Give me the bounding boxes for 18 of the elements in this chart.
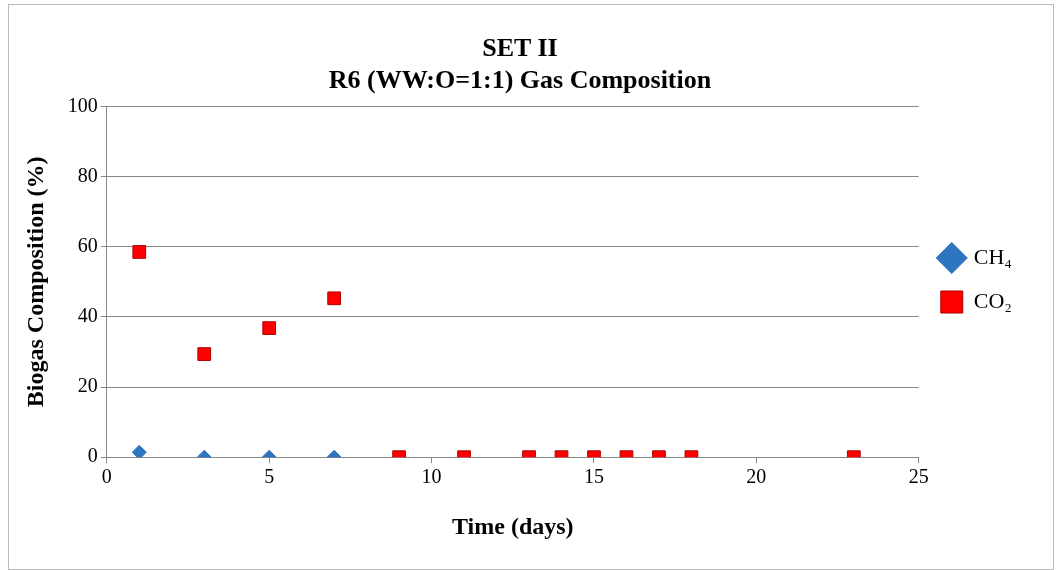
- x-tick-label: 25: [908, 465, 929, 488]
- x-tick-label: 10: [421, 465, 442, 488]
- x-tick-label: 5: [264, 465, 275, 488]
- y-tick-label: 60: [77, 233, 98, 256]
- text: R6 (WW:O=1:1) Gas Composition: [328, 64, 712, 94]
- y-tick-label: 100: [67, 93, 98, 116]
- y-axis-title: Biogas Composition (%): [21, 156, 48, 408]
- legend-label: CH₄: [973, 243, 1012, 269]
- x-tick-label: 0: [101, 465, 112, 488]
- y-tick-label: 0: [87, 444, 98, 467]
- y-tick-label: 40: [77, 304, 98, 327]
- legend-label: CO₂: [973, 287, 1012, 313]
- x-tick-label: 15: [583, 465, 604, 488]
- x-tick-label: 20: [746, 465, 767, 488]
- y-tick-label: 20: [77, 374, 98, 397]
- y-tick-label: 80: [77, 163, 98, 186]
- x-axis-title: Time (days): [452, 512, 574, 539]
- text: SET II: [482, 33, 558, 63]
